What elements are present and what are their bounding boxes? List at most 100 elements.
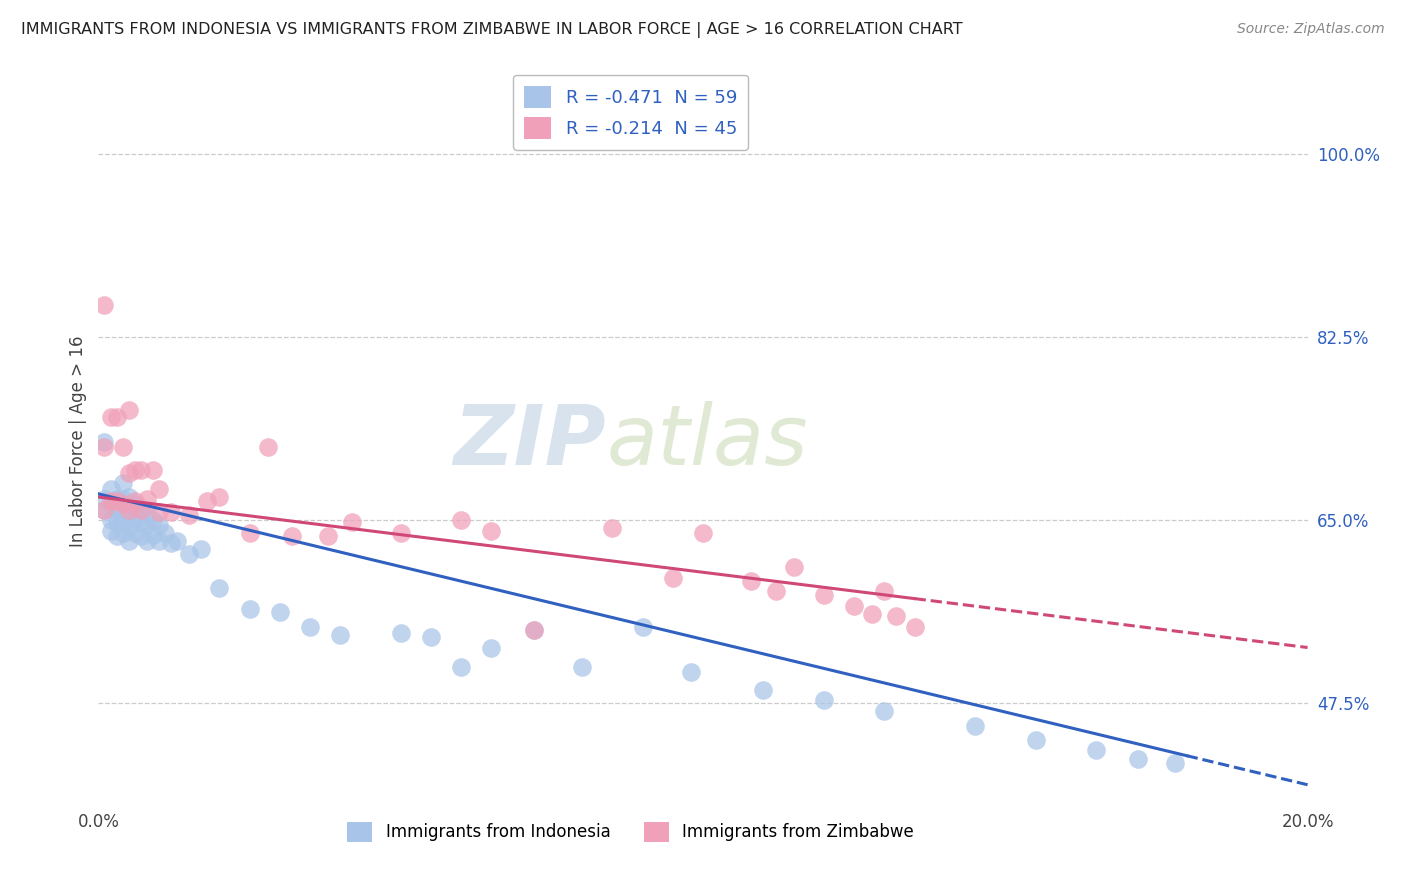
Point [481,640,503,655]
Point [142,527,165,541]
Point [148,482,170,496]
Point [129,529,152,543]
Point [93,492,115,507]
Point [100,410,122,425]
Point [450,513,472,527]
Point [111,476,134,491]
Point [208,581,231,595]
Point [1085,743,1108,757]
Point [111,515,134,529]
Point [190,542,212,557]
Point [129,515,152,529]
Point [389,626,412,640]
Point [105,410,128,425]
Point [450,659,472,673]
Point [239,602,262,616]
Point [1128,752,1150,766]
Text: IMMIGRANTS FROM INDONESIA VS IMMIGRANTS FROM ZIMBABWE IN LABOR FORCE | AGE > 16 : IMMIGRANTS FROM INDONESIA VS IMMIGRANTS … [21,22,963,38]
Point [813,589,835,603]
Point [105,494,128,508]
Point [389,525,412,540]
Point [1163,756,1185,770]
Point [873,584,896,599]
Text: atlas: atlas [606,401,808,482]
Point [93,440,115,454]
Point [679,665,702,679]
Point [873,704,896,718]
Point [93,298,115,312]
Point [118,518,141,533]
Point [166,534,188,549]
Point [153,525,176,540]
Point [118,466,141,480]
Point [299,620,322,634]
Point [965,719,987,733]
Point [118,534,141,549]
Point [179,547,201,561]
Point [142,513,165,527]
Point [135,534,157,549]
Point [105,515,128,529]
Point [111,525,134,540]
Point [124,494,146,508]
Point [281,529,304,543]
Point [124,497,146,511]
Point [783,560,806,574]
Point [860,607,883,622]
Point [523,623,546,637]
Point [631,620,654,634]
Point [105,529,128,543]
Point [124,525,146,540]
Point [269,605,291,619]
Point [118,502,141,516]
Point [844,599,866,613]
Point [342,515,364,529]
Point [740,574,762,588]
Point [100,513,122,527]
Point [100,494,122,508]
Point [135,505,157,519]
Point [316,529,339,543]
Point [886,609,908,624]
Point [129,502,152,516]
Point [765,584,787,599]
Point [160,505,183,519]
Point [118,490,141,504]
Point [129,502,152,516]
Point [129,463,152,477]
Point [148,534,170,549]
Point [692,525,714,540]
Point [148,518,170,533]
Point [179,508,201,522]
Point [100,497,122,511]
Point [105,492,128,507]
Point [118,403,141,417]
Point [100,524,122,538]
Point [904,620,927,634]
Point [93,434,115,449]
Point [111,440,134,454]
Point [93,502,115,516]
Point [571,659,593,673]
Point [752,682,775,697]
Point [329,628,352,642]
Text: ZIP: ZIP [454,401,606,482]
Point [111,492,134,507]
Point [118,505,141,519]
Point [239,525,262,540]
Y-axis label: In Labor Force | Age > 16: In Labor Force | Age > 16 [69,335,87,548]
Text: Source: ZipAtlas.com: Source: ZipAtlas.com [1237,22,1385,37]
Point [813,693,835,707]
Point [160,536,183,550]
Point [420,631,443,645]
Point [93,502,115,516]
Point [481,524,503,538]
Point [100,482,122,496]
Point [195,494,218,508]
Point [142,463,165,477]
Point [1024,733,1046,747]
Point [135,492,157,507]
Point [135,518,157,533]
Point [124,511,146,525]
Point [523,623,546,637]
